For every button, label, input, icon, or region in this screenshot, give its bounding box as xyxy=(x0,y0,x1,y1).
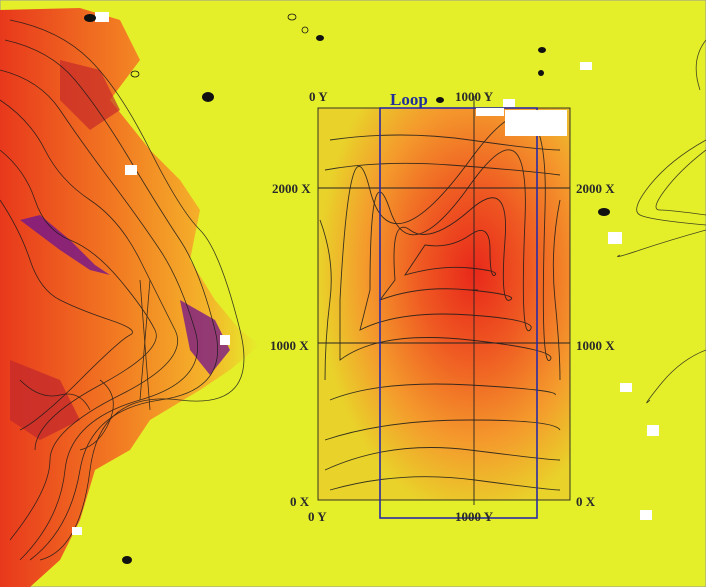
loop-label: Loop xyxy=(390,90,428,109)
loop-box xyxy=(379,107,538,519)
label-1000-x-right: 1000 X xyxy=(576,338,615,353)
label-1000-y-top: 1000 Y xyxy=(455,89,494,104)
coast-contours xyxy=(0,19,245,561)
coast-magenta xyxy=(20,215,110,275)
plume-field xyxy=(318,108,570,500)
label-2000-x-left: 2000 X xyxy=(272,181,311,196)
coast-relief xyxy=(0,8,260,587)
label-0-y-bottom: 0 Y xyxy=(308,509,327,524)
label-0-y-top: 0 Y xyxy=(309,89,328,104)
label-1000-x-left: 1000 X xyxy=(270,338,309,353)
data-gaps xyxy=(72,12,659,535)
east-contours xyxy=(617,39,706,404)
label-2000-x-right: 2000 X xyxy=(576,181,615,196)
plume-contours xyxy=(319,114,561,491)
spots xyxy=(84,14,610,564)
label-0-x-right: 0 X xyxy=(576,494,596,509)
label-0-x-left: 0 X xyxy=(290,494,310,509)
label-1000-y-bottom: 1000 Y xyxy=(455,509,494,524)
